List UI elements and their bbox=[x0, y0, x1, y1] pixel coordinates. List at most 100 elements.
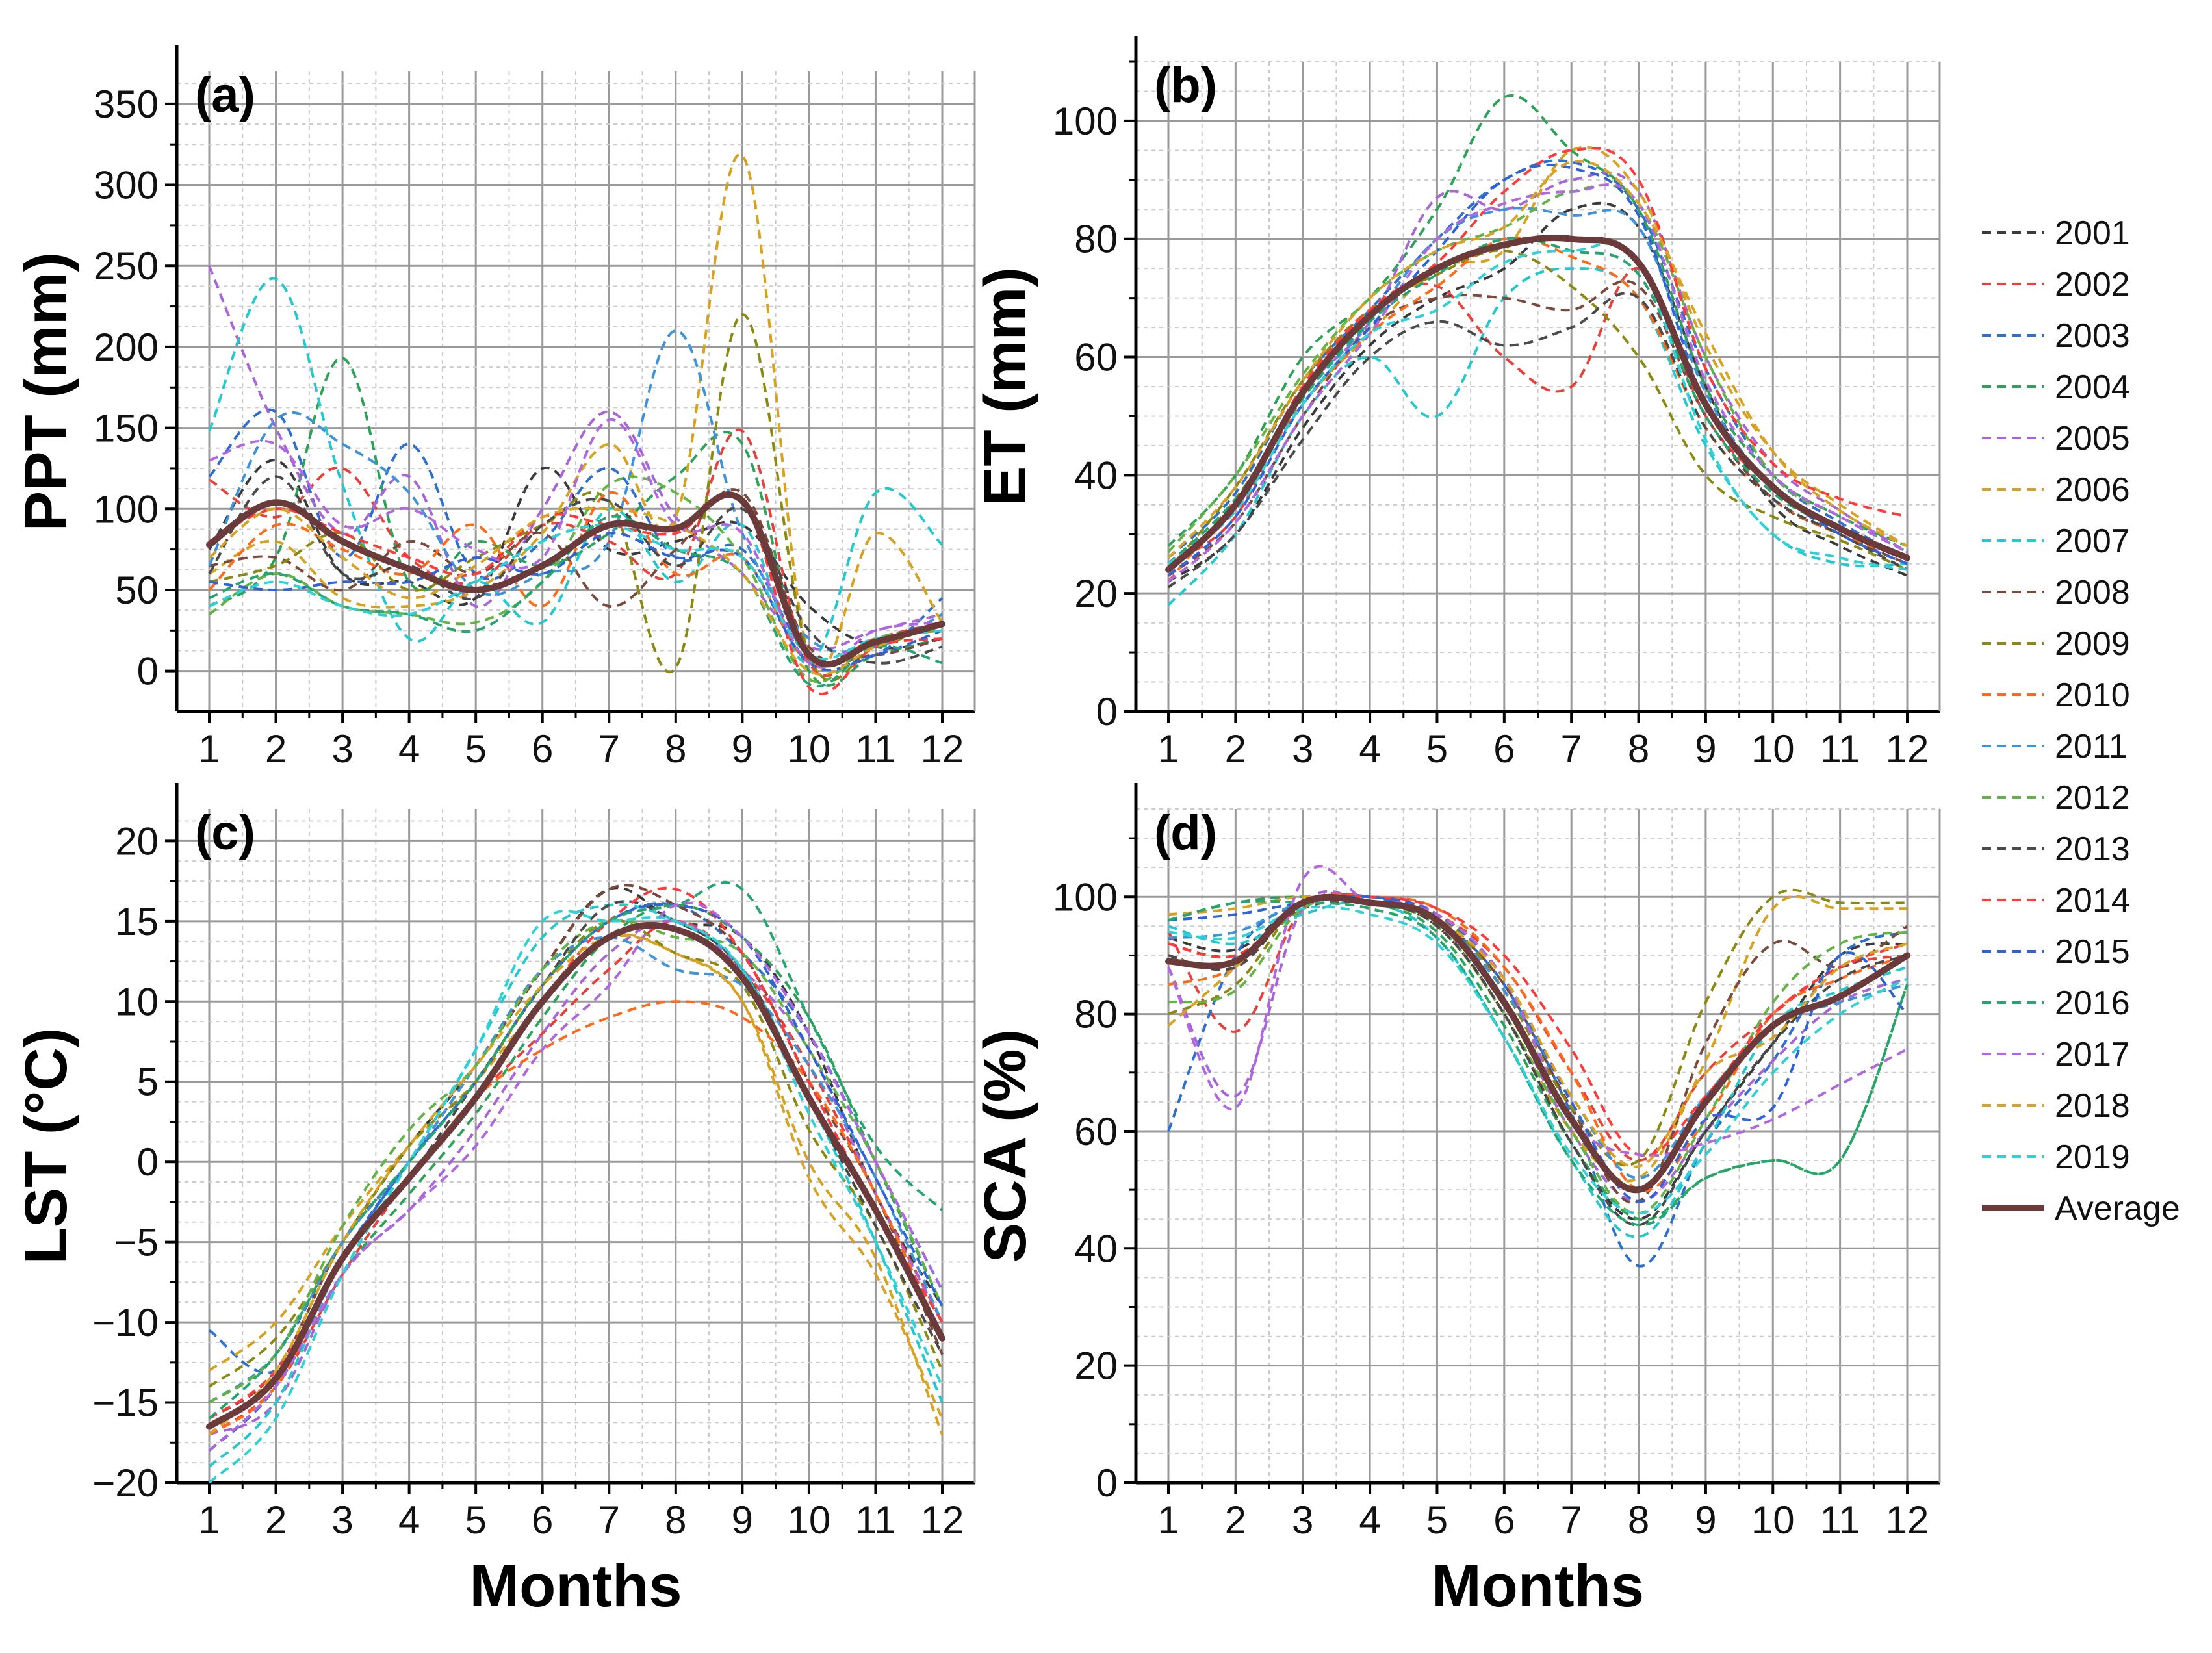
y-axis-title: PPT (mm) bbox=[13, 252, 79, 531]
x-tick-label: 5 bbox=[1426, 1498, 1448, 1542]
x-tick-label: 5 bbox=[465, 727, 486, 771]
x-tick-label: 11 bbox=[1820, 727, 1860, 771]
x-tick-label: 1 bbox=[1157, 727, 1179, 771]
series-line-2012 bbox=[208, 475, 943, 684]
x-tick-label: 2 bbox=[265, 1498, 287, 1542]
x-tick-label: 12 bbox=[921, 727, 964, 771]
series-line-2012 bbox=[1168, 897, 1908, 1215]
series-line-2008 bbox=[209, 488, 943, 664]
x-tick-label: 5 bbox=[465, 1498, 486, 1542]
x-tick-label: 2 bbox=[1225, 1498, 1246, 1542]
chart-panel-a: 1 2 3 4 5 6 7 8 9 10 11 12050100150200250300350PPT … bbox=[13, 45, 976, 771]
legend: 2001 2002 2003 2004 2005 2006 2007 2008 2009 2010… bbox=[1982, 214, 2180, 1227]
x-tick-label: 10 bbox=[1751, 727, 1795, 771]
series-group-a bbox=[206, 153, 945, 695]
series-line-2017 bbox=[1167, 183, 1908, 583]
legend-label-2011: 2011 bbox=[2055, 728, 2128, 765]
x-tick-label: 6 bbox=[1493, 1498, 1515, 1542]
legend-label-2010: 2010 bbox=[2055, 676, 2130, 714]
y-axis-title: LST (°C) bbox=[13, 1028, 79, 1264]
legend-label-2001: 2001 bbox=[2055, 214, 2130, 252]
series-line-2001 bbox=[1167, 201, 1908, 583]
y-tick-label: 80 bbox=[1074, 993, 1118, 1036]
x-tick-label: 3 bbox=[331, 727, 353, 771]
series-line-2011 bbox=[208, 936, 944, 1404]
series-group-c bbox=[206, 880, 945, 1483]
y-tick-label: 15 bbox=[115, 900, 159, 943]
x-tick-label: 8 bbox=[665, 1498, 686, 1542]
legend-label-2002: 2002 bbox=[2055, 266, 2130, 303]
series-line-2019 bbox=[209, 523, 943, 661]
y-tick-label: 250 bbox=[94, 244, 159, 288]
x-tick-label: 10 bbox=[1751, 1498, 1795, 1542]
legend-label-2009: 2009 bbox=[2055, 625, 2130, 663]
series-line-2013 bbox=[1167, 292, 1908, 589]
x-tick-label: 9 bbox=[732, 727, 753, 771]
grid-a bbox=[177, 71, 975, 711]
y-axis-title: ET (mm) bbox=[972, 267, 1038, 506]
x-tick-label: 10 bbox=[788, 1498, 831, 1542]
series-line-2009 bbox=[1167, 249, 1908, 571]
y-tick-label: 5 bbox=[137, 1060, 159, 1104]
y-tick-label: 100 bbox=[1053, 875, 1118, 919]
x-tick-label: 2 bbox=[1225, 727, 1246, 771]
x-tick-label: 7 bbox=[1560, 1498, 1582, 1542]
y-tick-label: −5 bbox=[114, 1221, 159, 1264]
series-line-2007 bbox=[1168, 900, 1908, 1238]
series-line-2002 bbox=[208, 428, 943, 677]
y-tick-label: 350 bbox=[94, 83, 159, 126]
series-line-2019 bbox=[1167, 242, 1908, 571]
x-tick-label: 2 bbox=[265, 727, 287, 771]
legend-label-2017: 2017 bbox=[2055, 1036, 2130, 1073]
legend-label-2018: 2018 bbox=[2055, 1087, 2130, 1125]
legend-label-2008: 2008 bbox=[2055, 574, 2130, 611]
y-tick-label: 0 bbox=[1096, 1461, 1118, 1505]
legend-label-2019: 2019 bbox=[2055, 1138, 2130, 1176]
legend-label-2013: 2013 bbox=[2055, 830, 2130, 868]
legend-label-2004: 2004 bbox=[2055, 368, 2130, 406]
x-tick-label: 8 bbox=[1628, 1498, 1649, 1542]
x-tick-label: 4 bbox=[398, 1498, 420, 1542]
series-line-2005 bbox=[1167, 171, 1909, 571]
x-tick-label: 3 bbox=[1292, 1498, 1313, 1542]
y-tick-label: 100 bbox=[94, 487, 159, 531]
grid-d bbox=[1136, 808, 1940, 1484]
series-line-2017 bbox=[208, 901, 944, 1452]
y-tick-label: 60 bbox=[1074, 1110, 1118, 1153]
y-tick-label: 10 bbox=[115, 980, 159, 1023]
y-tick-label: 20 bbox=[1074, 1344, 1118, 1388]
y-tick-label: 80 bbox=[1074, 218, 1118, 261]
y-tick-label: −10 bbox=[92, 1301, 159, 1344]
y-tick-label: 0 bbox=[1096, 690, 1118, 734]
x-tick-label: 6 bbox=[532, 1498, 553, 1542]
series-line-2004 bbox=[1167, 94, 1908, 548]
y-tick-label: 60 bbox=[1074, 336, 1118, 379]
y-tick-label: 40 bbox=[1074, 1227, 1118, 1270]
y-tick-label: 100 bbox=[1053, 99, 1118, 143]
grid-b bbox=[1136, 61, 1940, 713]
x-tick-label: 10 bbox=[788, 727, 831, 771]
series-line-2016 bbox=[208, 880, 944, 1420]
y-tick-label: 50 bbox=[115, 569, 159, 612]
series-line-2009 bbox=[1168, 888, 1908, 1167]
panel-label: (a) bbox=[195, 68, 255, 123]
x-tick-label: 1 bbox=[1157, 1498, 1179, 1542]
panel-label: (d) bbox=[1154, 805, 1217, 860]
y-tick-label: 0 bbox=[137, 650, 159, 693]
series-line-2001 bbox=[208, 459, 943, 650]
x-tick-label: 6 bbox=[532, 727, 553, 771]
y-tick-label: −20 bbox=[92, 1461, 159, 1505]
series-line-2018 bbox=[208, 934, 944, 1436]
series-line-2019 bbox=[1168, 905, 1908, 1215]
series-line-2016 bbox=[209, 515, 943, 687]
x-tick-label: 11 bbox=[855, 727, 895, 771]
x-tick-label: 6 bbox=[1493, 727, 1515, 771]
series-line-2019 bbox=[208, 910, 944, 1483]
x-tick-label: 12 bbox=[1886, 727, 1929, 771]
series-line-2017 bbox=[209, 418, 943, 669]
average-line bbox=[206, 491, 945, 668]
x-tick-label: 11 bbox=[1820, 1498, 1860, 1542]
legend-label-2007: 2007 bbox=[2055, 522, 2130, 560]
